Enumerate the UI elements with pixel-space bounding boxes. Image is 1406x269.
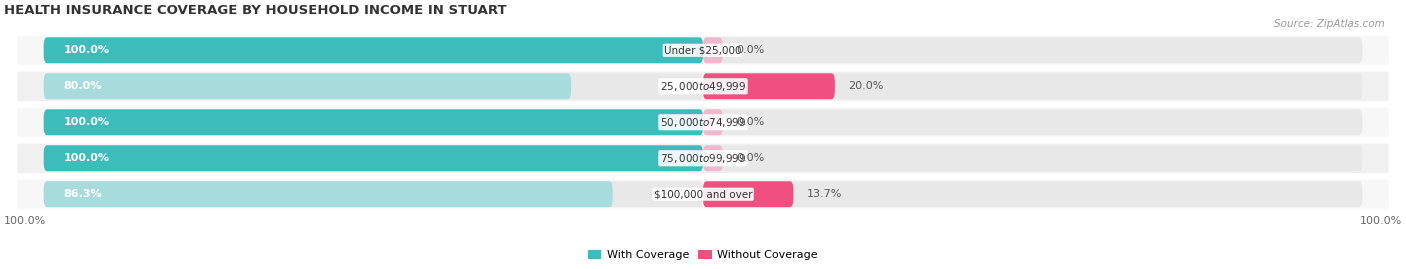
- FancyBboxPatch shape: [703, 145, 723, 171]
- Text: 100.0%: 100.0%: [4, 216, 46, 226]
- Text: 0.0%: 0.0%: [735, 117, 765, 127]
- Text: $25,000 to $49,999: $25,000 to $49,999: [659, 80, 747, 93]
- Text: 100.0%: 100.0%: [63, 153, 110, 163]
- FancyBboxPatch shape: [703, 73, 835, 99]
- Text: 20.0%: 20.0%: [848, 81, 883, 91]
- FancyBboxPatch shape: [703, 109, 723, 135]
- FancyBboxPatch shape: [703, 37, 723, 63]
- FancyBboxPatch shape: [703, 181, 1362, 207]
- FancyBboxPatch shape: [44, 181, 703, 207]
- FancyBboxPatch shape: [44, 145, 703, 171]
- FancyBboxPatch shape: [703, 145, 1362, 171]
- Text: Source: ZipAtlas.com: Source: ZipAtlas.com: [1274, 19, 1385, 29]
- FancyBboxPatch shape: [44, 37, 703, 63]
- FancyBboxPatch shape: [44, 181, 613, 207]
- Text: $100,000 and over: $100,000 and over: [654, 189, 752, 199]
- Text: 100.0%: 100.0%: [63, 45, 110, 55]
- FancyBboxPatch shape: [17, 36, 1389, 65]
- FancyBboxPatch shape: [17, 72, 1389, 101]
- FancyBboxPatch shape: [703, 37, 1362, 63]
- FancyBboxPatch shape: [17, 108, 1389, 137]
- FancyBboxPatch shape: [44, 145, 703, 171]
- Text: 13.7%: 13.7%: [807, 189, 842, 199]
- Legend: With Coverage, Without Coverage: With Coverage, Without Coverage: [583, 245, 823, 264]
- Text: $75,000 to $99,999: $75,000 to $99,999: [659, 152, 747, 165]
- Text: 0.0%: 0.0%: [735, 153, 765, 163]
- FancyBboxPatch shape: [17, 179, 1389, 209]
- Text: 0.0%: 0.0%: [735, 45, 765, 55]
- FancyBboxPatch shape: [703, 109, 1362, 135]
- FancyBboxPatch shape: [44, 109, 703, 135]
- FancyBboxPatch shape: [44, 73, 571, 99]
- Text: $50,000 to $74,999: $50,000 to $74,999: [659, 116, 747, 129]
- Text: 80.0%: 80.0%: [63, 81, 101, 91]
- FancyBboxPatch shape: [44, 37, 703, 63]
- FancyBboxPatch shape: [703, 73, 1362, 99]
- Text: 100.0%: 100.0%: [63, 117, 110, 127]
- FancyBboxPatch shape: [703, 181, 793, 207]
- Text: HEALTH INSURANCE COVERAGE BY HOUSEHOLD INCOME IN STUART: HEALTH INSURANCE COVERAGE BY HOUSEHOLD I…: [4, 4, 506, 17]
- FancyBboxPatch shape: [44, 109, 703, 135]
- Text: 86.3%: 86.3%: [63, 189, 103, 199]
- Text: 100.0%: 100.0%: [1360, 216, 1402, 226]
- FancyBboxPatch shape: [44, 73, 703, 99]
- FancyBboxPatch shape: [17, 143, 1389, 173]
- Text: Under $25,000: Under $25,000: [664, 45, 742, 55]
